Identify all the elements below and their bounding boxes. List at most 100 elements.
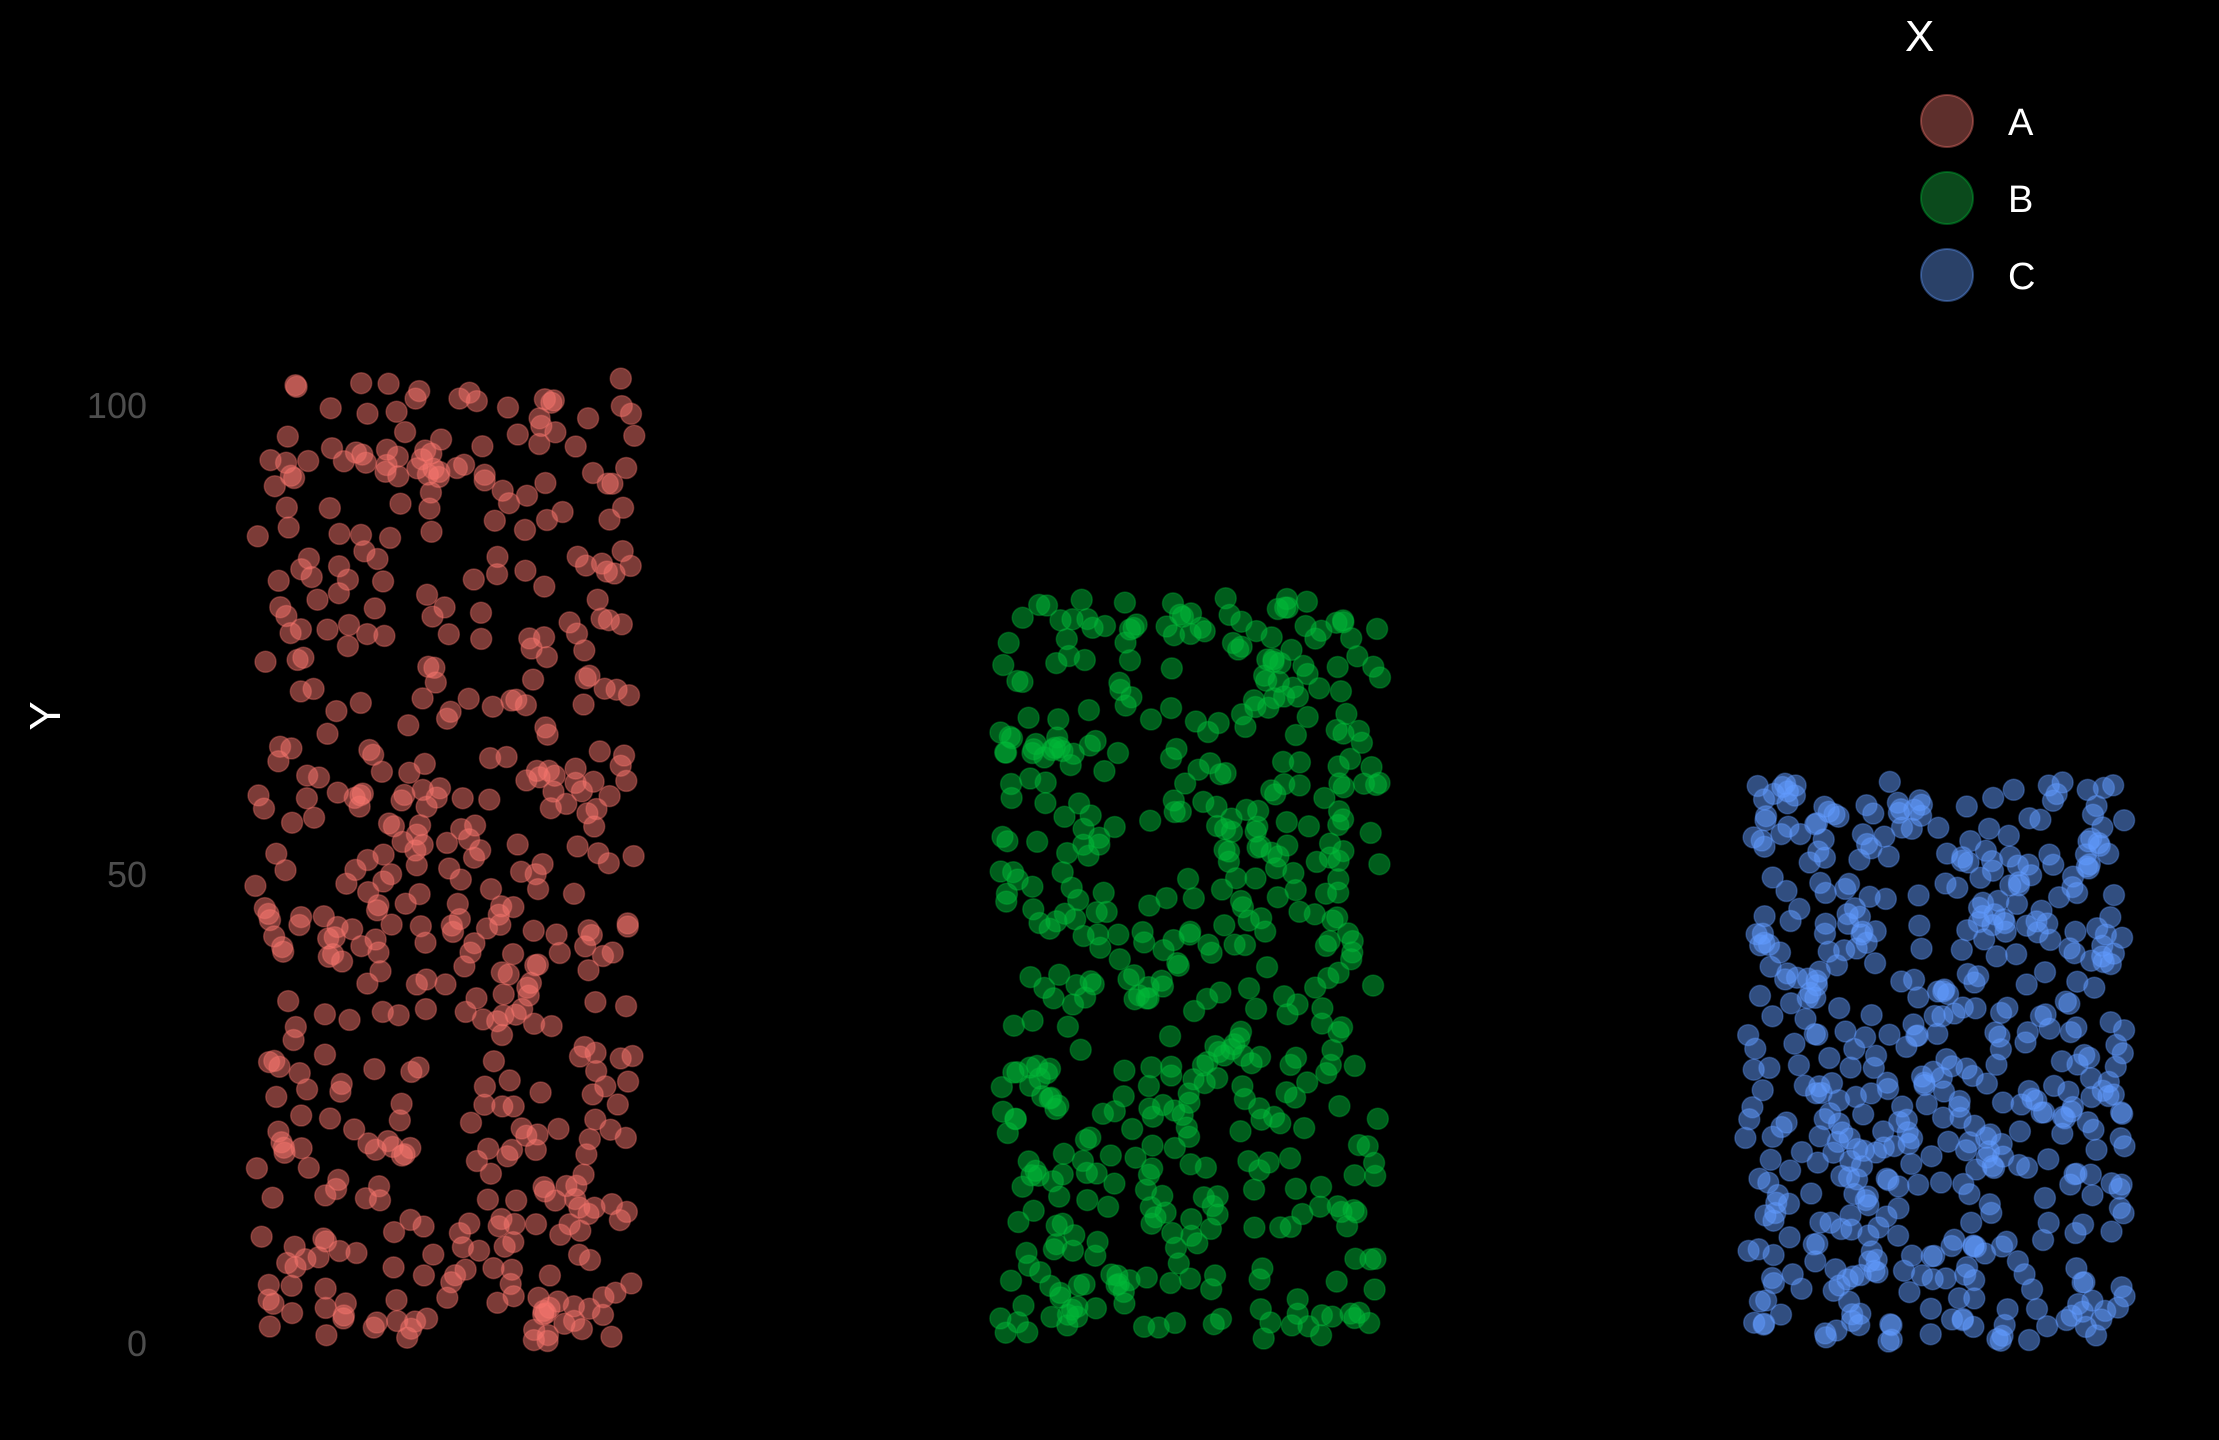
data-point: [1229, 1020, 1253, 1044]
data-point: [1120, 686, 1143, 709]
data-point: [1053, 805, 1076, 829]
data-point: [1332, 611, 1355, 634]
data-point: [483, 509, 507, 532]
data-point: [1937, 1130, 1960, 1153]
data-point: [1343, 1306, 1366, 1330]
data-point: [1836, 1268, 1859, 1291]
data-point: [1985, 945, 2008, 968]
data-point: [622, 844, 645, 868]
data-point: [1122, 963, 1146, 987]
data-point: [2113, 1134, 2136, 1158]
data-point: [1272, 685, 1296, 708]
data-point: [355, 622, 379, 646]
data-point: [390, 1092, 413, 1116]
data-point: [2035, 1314, 2059, 1338]
data-point: [1833, 877, 1857, 901]
data-point: [332, 1304, 356, 1327]
data-point: [296, 449, 320, 473]
data-point: [1248, 1268, 1271, 1291]
data-point: [453, 955, 476, 978]
data-point: [1114, 631, 1137, 654]
data-point: [545, 923, 568, 946]
data-point: [591, 944, 615, 968]
data-point: [1804, 1250, 1827, 1273]
data-point: [1296, 662, 1319, 686]
data-point: [1021, 1009, 1044, 1032]
data-point: [501, 942, 525, 966]
data-point: [1781, 1263, 1804, 1286]
data-point: [1137, 1074, 1161, 1098]
data-point: [327, 581, 351, 605]
data-point: [297, 1156, 321, 1180]
data-point: [2004, 942, 2028, 966]
data-point: [356, 880, 380, 904]
data-point: [1886, 791, 1910, 814]
data-point: [1328, 1094, 1351, 1118]
data-point: [458, 1212, 481, 1235]
y-axis-title: Y: [21, 701, 70, 730]
data-point: [1759, 1148, 1782, 1172]
data-point: [1006, 868, 1029, 891]
data-point: [262, 1292, 285, 1316]
data-point: [572, 693, 595, 716]
data-point: [1279, 1053, 1302, 1077]
data-point: [358, 738, 381, 762]
data-point: [1929, 1171, 1953, 1194]
data-point: [1361, 974, 1385, 997]
data-point: [522, 919, 545, 943]
data-point: [288, 913, 311, 937]
data-point: [280, 737, 303, 760]
data-point: [1073, 986, 1097, 1009]
data-point: [1335, 1215, 1359, 1238]
data-point: [598, 508, 621, 531]
data-point: [518, 627, 541, 650]
data-point: [404, 387, 427, 410]
data-point: [533, 575, 556, 598]
data-point: [325, 699, 348, 723]
data-point: [1803, 1022, 1827, 1046]
data-point: [1159, 1271, 1182, 1295]
data-point: [616, 915, 640, 938]
data-point: [1347, 1133, 1371, 1157]
data-point: [1326, 655, 1349, 679]
data-point: [451, 1235, 475, 1259]
data-point: [1047, 963, 1071, 987]
data-point: [413, 752, 437, 776]
data-point: [564, 435, 587, 458]
data-point: [2039, 928, 2062, 952]
data-point: [1775, 1111, 1798, 1134]
data-point: [2066, 1292, 2090, 1316]
data-point: [614, 994, 638, 1018]
data-point: [1908, 914, 1931, 937]
data-point: [2100, 1220, 2123, 1243]
data-point: [385, 400, 408, 424]
data-point: [1284, 723, 1308, 747]
data-point: [415, 795, 438, 819]
data-point: [1237, 977, 1261, 1000]
data-point: [1139, 708, 1163, 731]
data-point: [1027, 1164, 1050, 1187]
data-point: [1991, 1091, 2015, 1114]
data-point: [1243, 1216, 1266, 1239]
data-point: [295, 787, 319, 810]
data-point: [584, 1041, 607, 1065]
data-point: [1087, 826, 1111, 849]
data-point: [368, 1189, 392, 1212]
data-point: [1192, 790, 1215, 814]
data-point: [1220, 1037, 1243, 1061]
data-point: [547, 1117, 570, 1141]
data-point: [1845, 937, 1868, 960]
data-point: [1950, 849, 1974, 873]
data-point: [1779, 992, 1803, 1015]
data-point: [604, 1281, 627, 1304]
data-point: [302, 806, 326, 829]
data-point: [994, 1321, 1017, 1344]
data-point: [1022, 1199, 1045, 1223]
data-point: [2076, 1110, 2100, 1134]
data-point: [562, 882, 586, 906]
data-point: [312, 905, 336, 928]
data-point: [1309, 1324, 1333, 1347]
data-point: [1052, 1142, 1076, 1166]
data-point: [437, 622, 461, 646]
data-point: [2025, 1297, 2049, 1321]
